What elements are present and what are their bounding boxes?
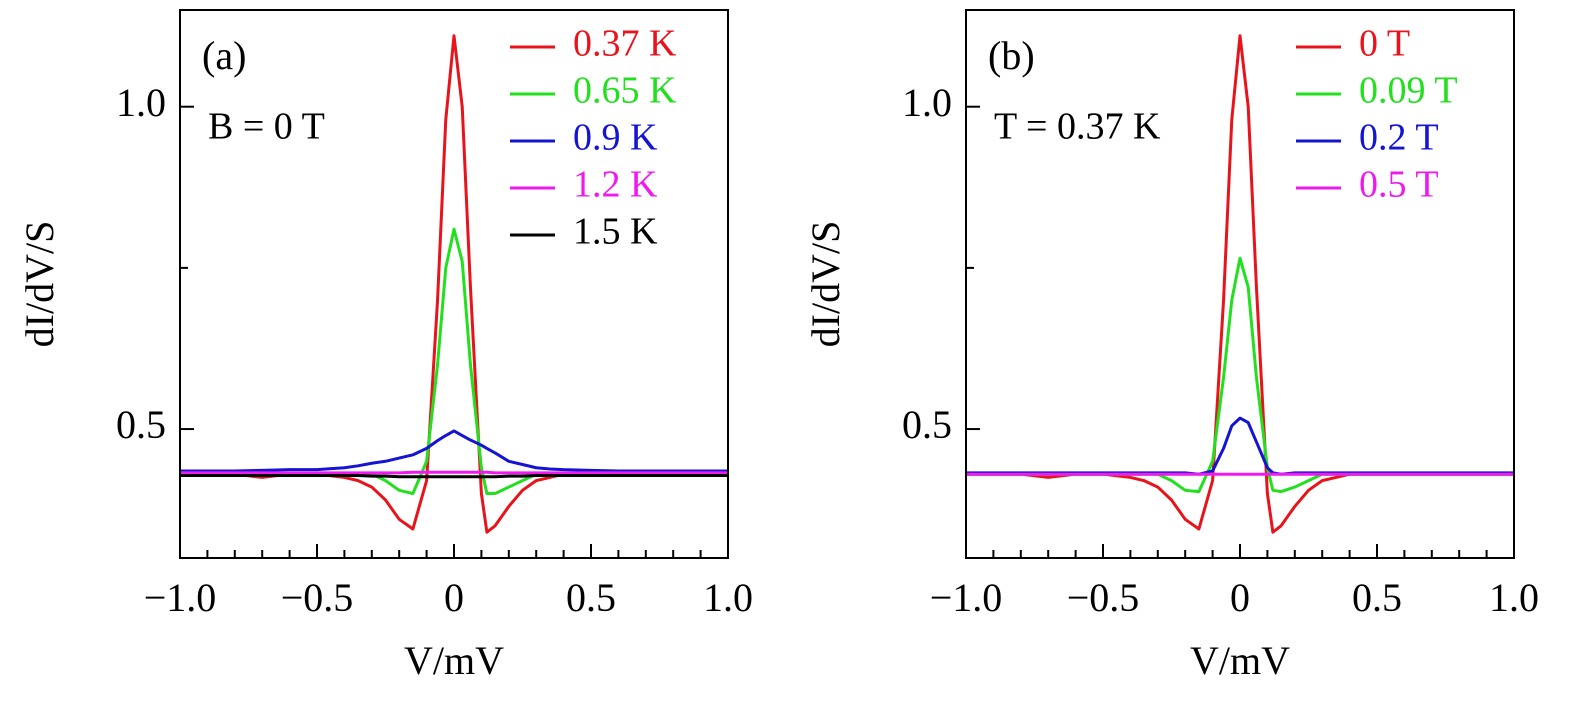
x-axis-label: V/mV	[404, 638, 504, 683]
data-line	[180, 227, 728, 496]
x-tick-label: 0	[444, 575, 464, 620]
legend-label: 1.2 K	[573, 164, 658, 206]
x-tick-label: 0.5	[566, 575, 616, 620]
panel-label: (b)	[988, 33, 1035, 78]
data-line	[180, 429, 728, 473]
y-tick-label: 0.5	[902, 402, 952, 447]
legend-label: 1.5 K	[573, 211, 658, 253]
x-tick-label: 1.0	[1489, 575, 1539, 620]
y-tick-label: 1.0	[116, 80, 166, 125]
data-line	[180, 470, 728, 475]
annotation: T = 0.37 K	[994, 106, 1161, 148]
legend-label: 0.09 T	[1359, 70, 1458, 112]
x-tick-label: 0	[1230, 575, 1250, 620]
y-tick-label: 1.0	[902, 80, 952, 125]
legend-label: 0.65 K	[573, 70, 677, 112]
y-axis-label: dI/dV/S	[803, 221, 848, 348]
x-tick-label: −0.5	[281, 575, 354, 620]
data-line	[966, 256, 1514, 494]
x-tick-label: 0.5	[1352, 575, 1402, 620]
y-axis-label: dI/dV/S	[17, 221, 62, 348]
legend-label: 0.9 K	[573, 117, 658, 159]
legend-label: 0.2 T	[1359, 117, 1439, 159]
legend-label: 0.37 K	[573, 23, 677, 65]
x-axis-label: V/mV	[1190, 638, 1290, 683]
annotation: B = 0 T	[208, 106, 325, 148]
x-tick-label: 1.0	[703, 575, 753, 620]
legend-label: 0 T	[1359, 23, 1410, 65]
panel-label: (a)	[202, 33, 246, 78]
data-line	[180, 473, 728, 479]
x-tick-label: −1.0	[144, 575, 217, 620]
y-tick-label: 0.5	[116, 402, 166, 447]
x-tick-label: −1.0	[930, 575, 1003, 620]
x-tick-label: −0.5	[1067, 575, 1140, 620]
data-line	[966, 416, 1514, 476]
legend-label: 0.5 T	[1359, 164, 1439, 206]
